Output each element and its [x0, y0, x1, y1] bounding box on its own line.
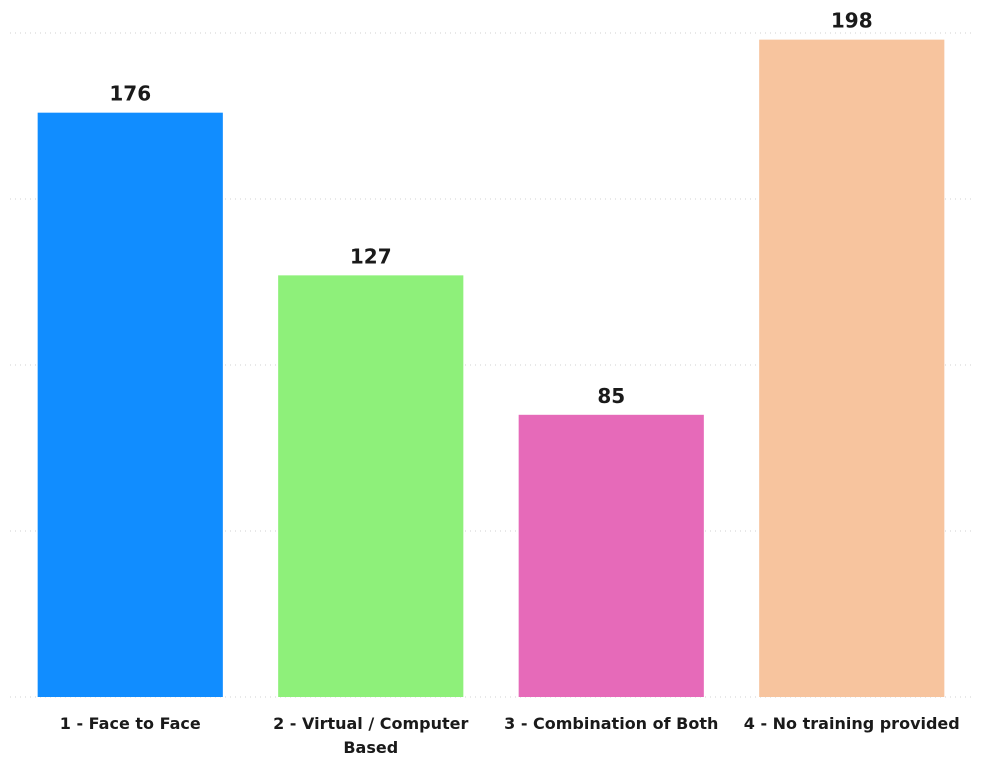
x-tick-label: 4 - No training provided [743, 714, 960, 733]
value-label: 85 [597, 384, 625, 408]
value-label: 127 [350, 244, 392, 268]
x-tick-label: 2 - Virtual / Computer Based [273, 714, 469, 757]
bar [759, 39, 945, 697]
x-tick-label: 3 - Combination of Both [504, 714, 719, 733]
bar [278, 275, 464, 697]
bar [518, 414, 704, 697]
bar [37, 112, 223, 698]
value-label: 198 [831, 9, 873, 33]
value-label: 176 [109, 82, 151, 106]
x-tick-label: 1 - Face to Face [59, 714, 201, 733]
